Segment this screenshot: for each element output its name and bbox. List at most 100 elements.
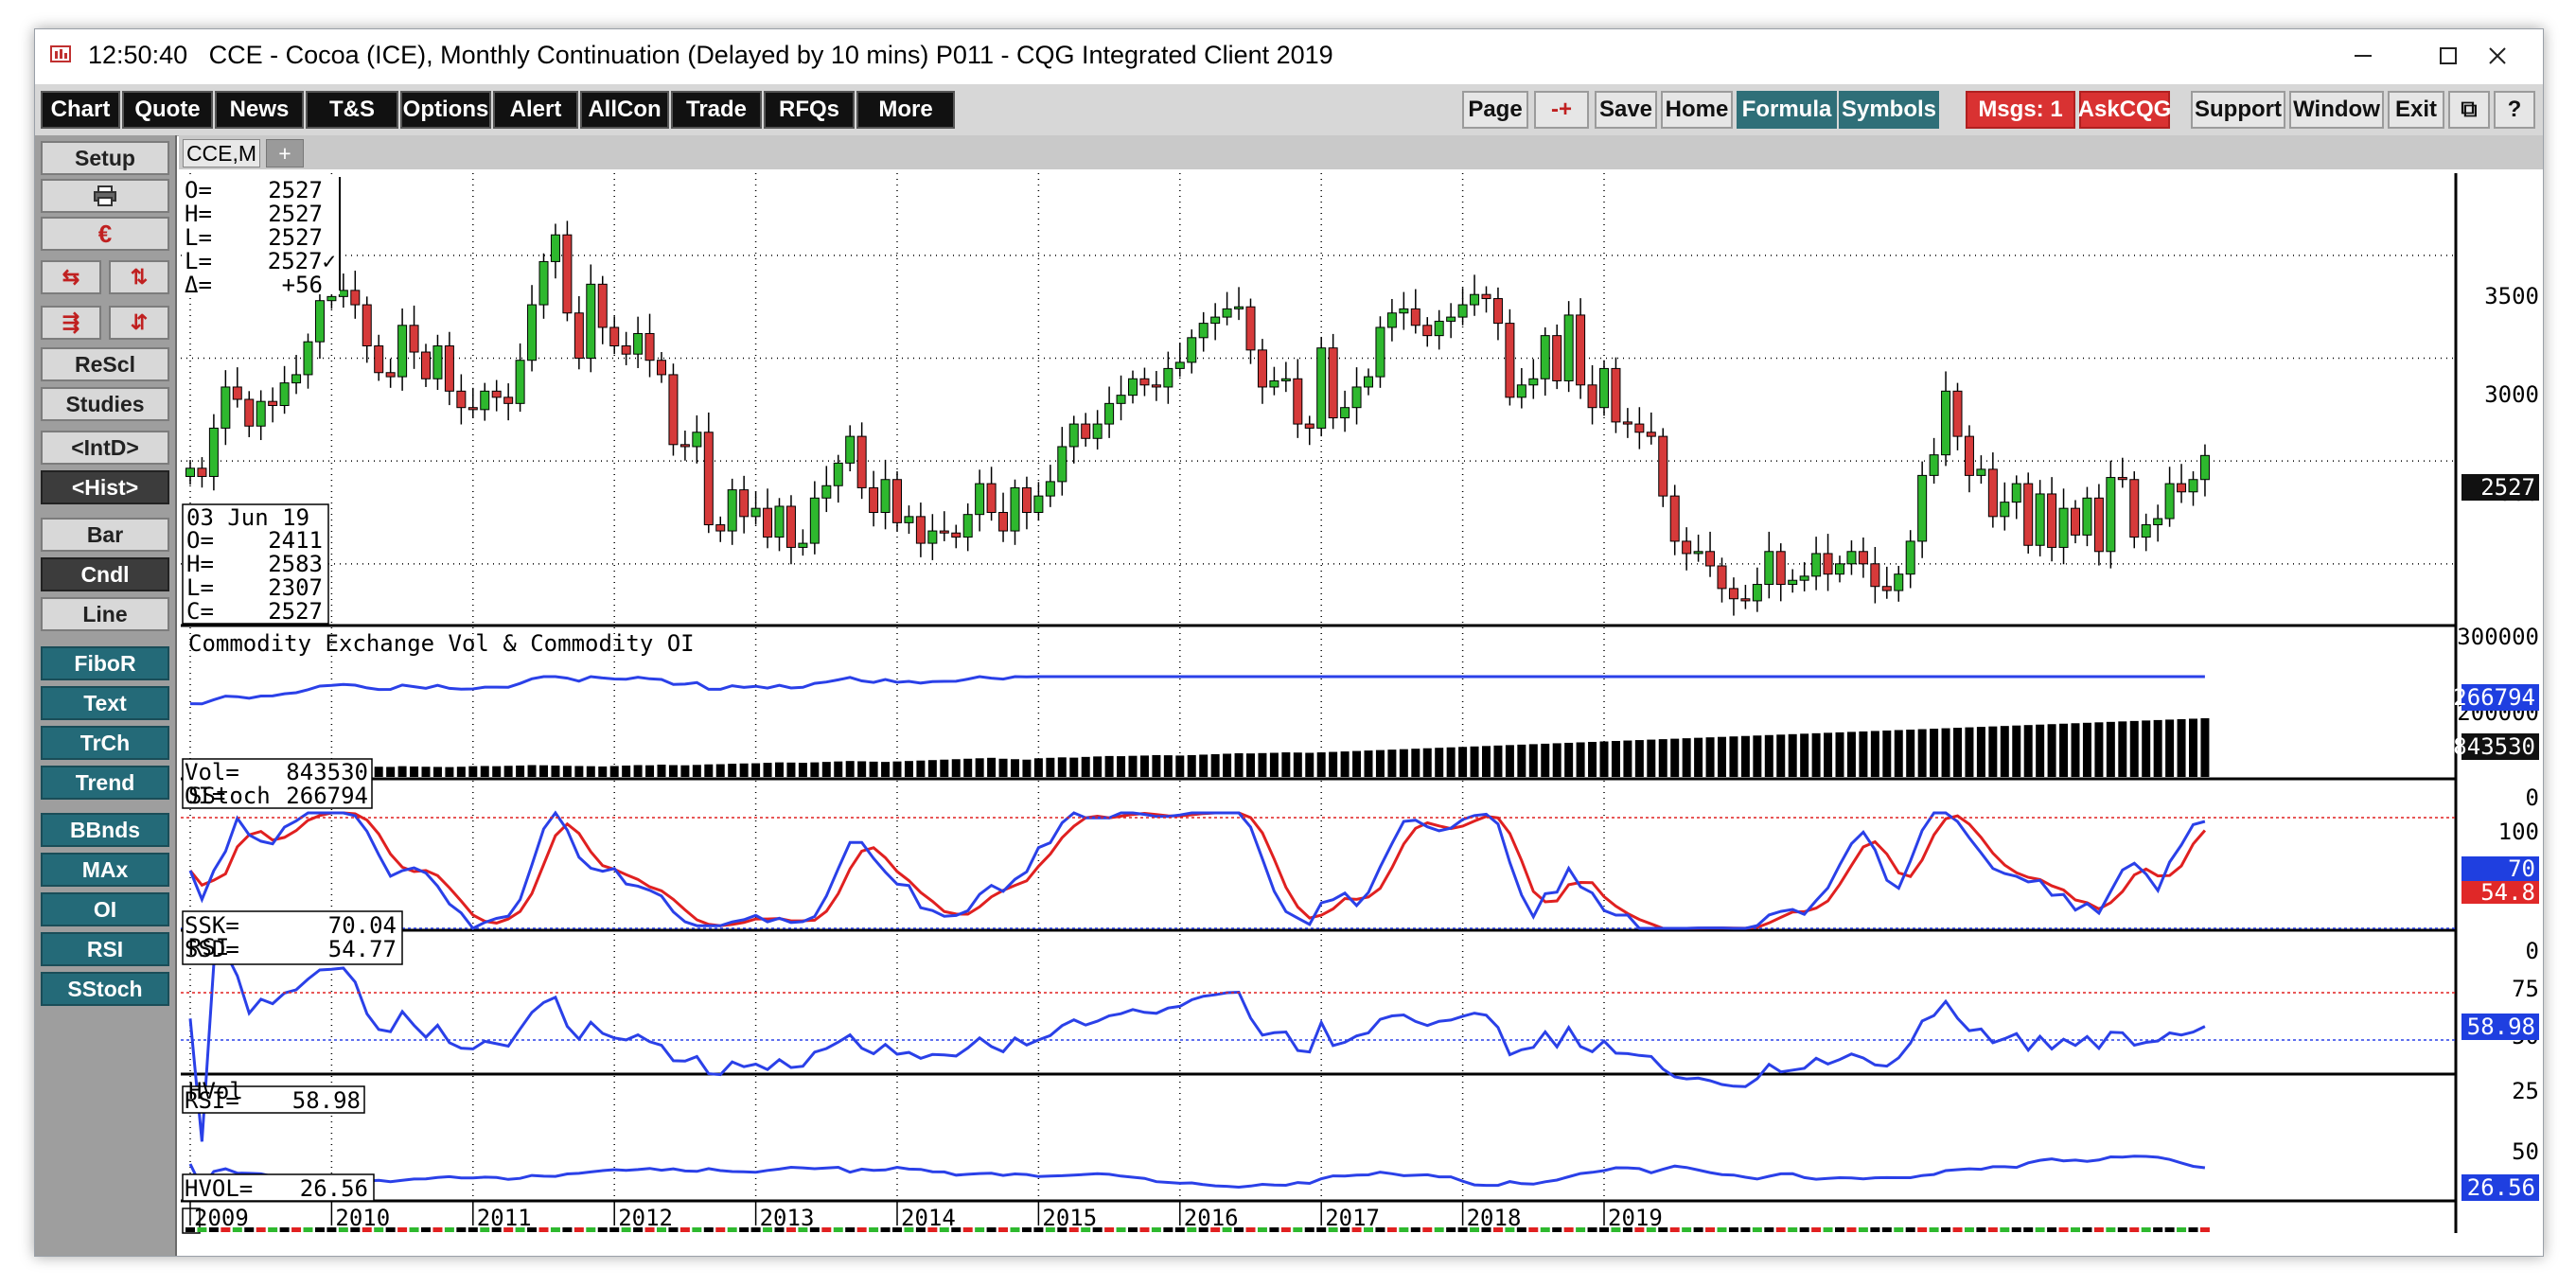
bar-chart-button[interactable]: Bar [41, 518, 169, 552]
volume-bar [397, 766, 407, 777]
sstoch-button[interactable]: SStoch [41, 972, 169, 1006]
volume-bar [1139, 755, 1149, 777]
candle-body [692, 432, 702, 448]
historical-button[interactable]: <Hist> [41, 470, 169, 504]
compress-vertical-button[interactable]: ⇵ [109, 306, 169, 340]
formula-button[interactable]: Formula [1737, 91, 1837, 129]
zoom-button[interactable]: -+ [1534, 91, 1589, 129]
close-button[interactable] [2458, 35, 2537, 77]
candle-chart-button[interactable]: Cndl [41, 557, 169, 591]
volume-bar [622, 765, 631, 777]
text-tool-button[interactable]: Text [41, 686, 169, 720]
chart-area[interactable]: O= 2527 H= 2527 L= 2527 L= 2527✓ Δ= +56 … [181, 173, 2541, 1252]
volume-bar [1623, 740, 1632, 777]
trend-channel-button[interactable]: TrCh [41, 726, 169, 760]
minimize-button[interactable] [2325, 35, 2401, 77]
menu-alert[interactable]: Alert [493, 91, 578, 129]
candle-body [644, 332, 655, 361]
moving-average-button[interactable]: MAx [41, 853, 169, 887]
candle-body [1823, 553, 1833, 575]
window-menu-button[interactable]: Window [2289, 91, 2384, 129]
candle-body [527, 304, 538, 361]
volume-bar [927, 760, 937, 777]
volume-bar [1033, 758, 1043, 777]
candle-body [1905, 540, 1915, 575]
volume-bar [810, 762, 820, 777]
bollinger-bands-button[interactable]: BBnds [41, 813, 169, 847]
compress-horizontal-button[interactable]: ⇶ [41, 306, 101, 340]
messages-button[interactable]: Msgs: 1 [1966, 91, 2075, 129]
menu-quote[interactable]: Quote [122, 91, 213, 129]
add-tab-button[interactable]: + [266, 139, 304, 167]
exit-button[interactable]: Exit [2388, 91, 2444, 129]
askcqg-button[interactable]: AskCQG [2078, 91, 2171, 129]
candle-body [856, 435, 867, 488]
menu-ts[interactable]: T&S [306, 91, 398, 129]
month-tick [1764, 1227, 1774, 1232]
candle-body [1682, 540, 1692, 555]
help-button[interactable]: ? [2494, 91, 2535, 129]
line-chart-button[interactable]: Line [41, 597, 169, 631]
candle-body [1705, 551, 1716, 567]
page-button[interactable]: Page [1462, 91, 1528, 129]
rescale-button[interactable]: ReScl [41, 347, 169, 381]
month-tick [480, 1227, 490, 1232]
intraday-button[interactable]: <IntD> [41, 431, 169, 465]
price-tick-3500: 3500 [2484, 283, 2539, 309]
month-tick [2164, 1227, 2175, 1232]
volume-bar [657, 765, 666, 777]
menu-options[interactable]: Options [400, 91, 491, 129]
symbols-button[interactable]: Symbols [1839, 91, 1939, 129]
print-button[interactable] [41, 179, 169, 213]
rsi-button[interactable]: RSI [41, 932, 169, 966]
ssk-marker-value: 70 [2508, 855, 2535, 882]
tab-cce-m[interactable]: CCE,M [183, 139, 260, 167]
menu-chart[interactable]: Chart [41, 91, 120, 129]
volume-bar [1647, 739, 1656, 777]
volume-bar [1364, 750, 1373, 777]
restore-button[interactable]: ⧉ [2448, 91, 2490, 129]
ssk-value: 70.04 [328, 912, 397, 939]
menu-rfqs[interactable]: RFQs [764, 91, 855, 129]
candle-body [2058, 507, 2069, 548]
title-bar[interactable]: 12:50:40 CCE - Cocoa (ICE), Monthly Cont… [35, 29, 2543, 84]
volume-bar [1057, 757, 1067, 777]
volume-bar [1269, 752, 1279, 777]
fibor-button[interactable]: FiboR [41, 646, 169, 680]
ssd-label: SSD= [185, 936, 239, 962]
candle-body [1752, 584, 1762, 602]
menu-more[interactable]: More [856, 91, 955, 129]
rsi-tick-75: 75 [2512, 976, 2539, 1002]
open-interest-button[interactable]: OI [41, 892, 169, 926]
month-tick [2141, 1227, 2151, 1232]
month-tick [2199, 1227, 2210, 1232]
rsi-line [188, 949, 2206, 1142]
swap-vertical-button[interactable]: ⇅ [109, 260, 169, 294]
setup-button[interactable]: Setup [41, 141, 169, 175]
studies-button[interactable]: Studies [41, 387, 169, 421]
month-tick [1187, 1227, 1197, 1232]
save-button[interactable]: Save [1595, 91, 1657, 129]
menu-trade[interactable]: Trade [671, 91, 762, 129]
volume-bar [1046, 757, 1055, 777]
maximize-button[interactable] [2410, 35, 2486, 77]
menu-allcon[interactable]: AllCon [580, 91, 669, 129]
month-tick [1316, 1227, 1327, 1232]
candle-body [1858, 551, 1868, 565]
month-tick [1835, 1227, 1844, 1232]
time-axis-scroll-box[interactable] [182, 1208, 201, 1234]
menu-news[interactable]: News [215, 91, 304, 129]
month-tick [1386, 1227, 1397, 1232]
swap-horizontal-button[interactable]: ⇆ [41, 260, 101, 294]
month-tick [1457, 1227, 1468, 1232]
candle-body [2093, 497, 2104, 553]
support-button[interactable]: Support [2191, 91, 2285, 129]
volume-bar [633, 765, 643, 777]
home-button[interactable]: Home [1661, 91, 1733, 129]
trend-line-button[interactable]: Trend [41, 766, 169, 800]
currency-button[interactable]: € [41, 217, 169, 251]
time-label-2011: 2011 [477, 1205, 532, 1231]
candle-body [208, 427, 219, 477]
month-tick [597, 1227, 608, 1232]
month-tick [1304, 1227, 1314, 1232]
